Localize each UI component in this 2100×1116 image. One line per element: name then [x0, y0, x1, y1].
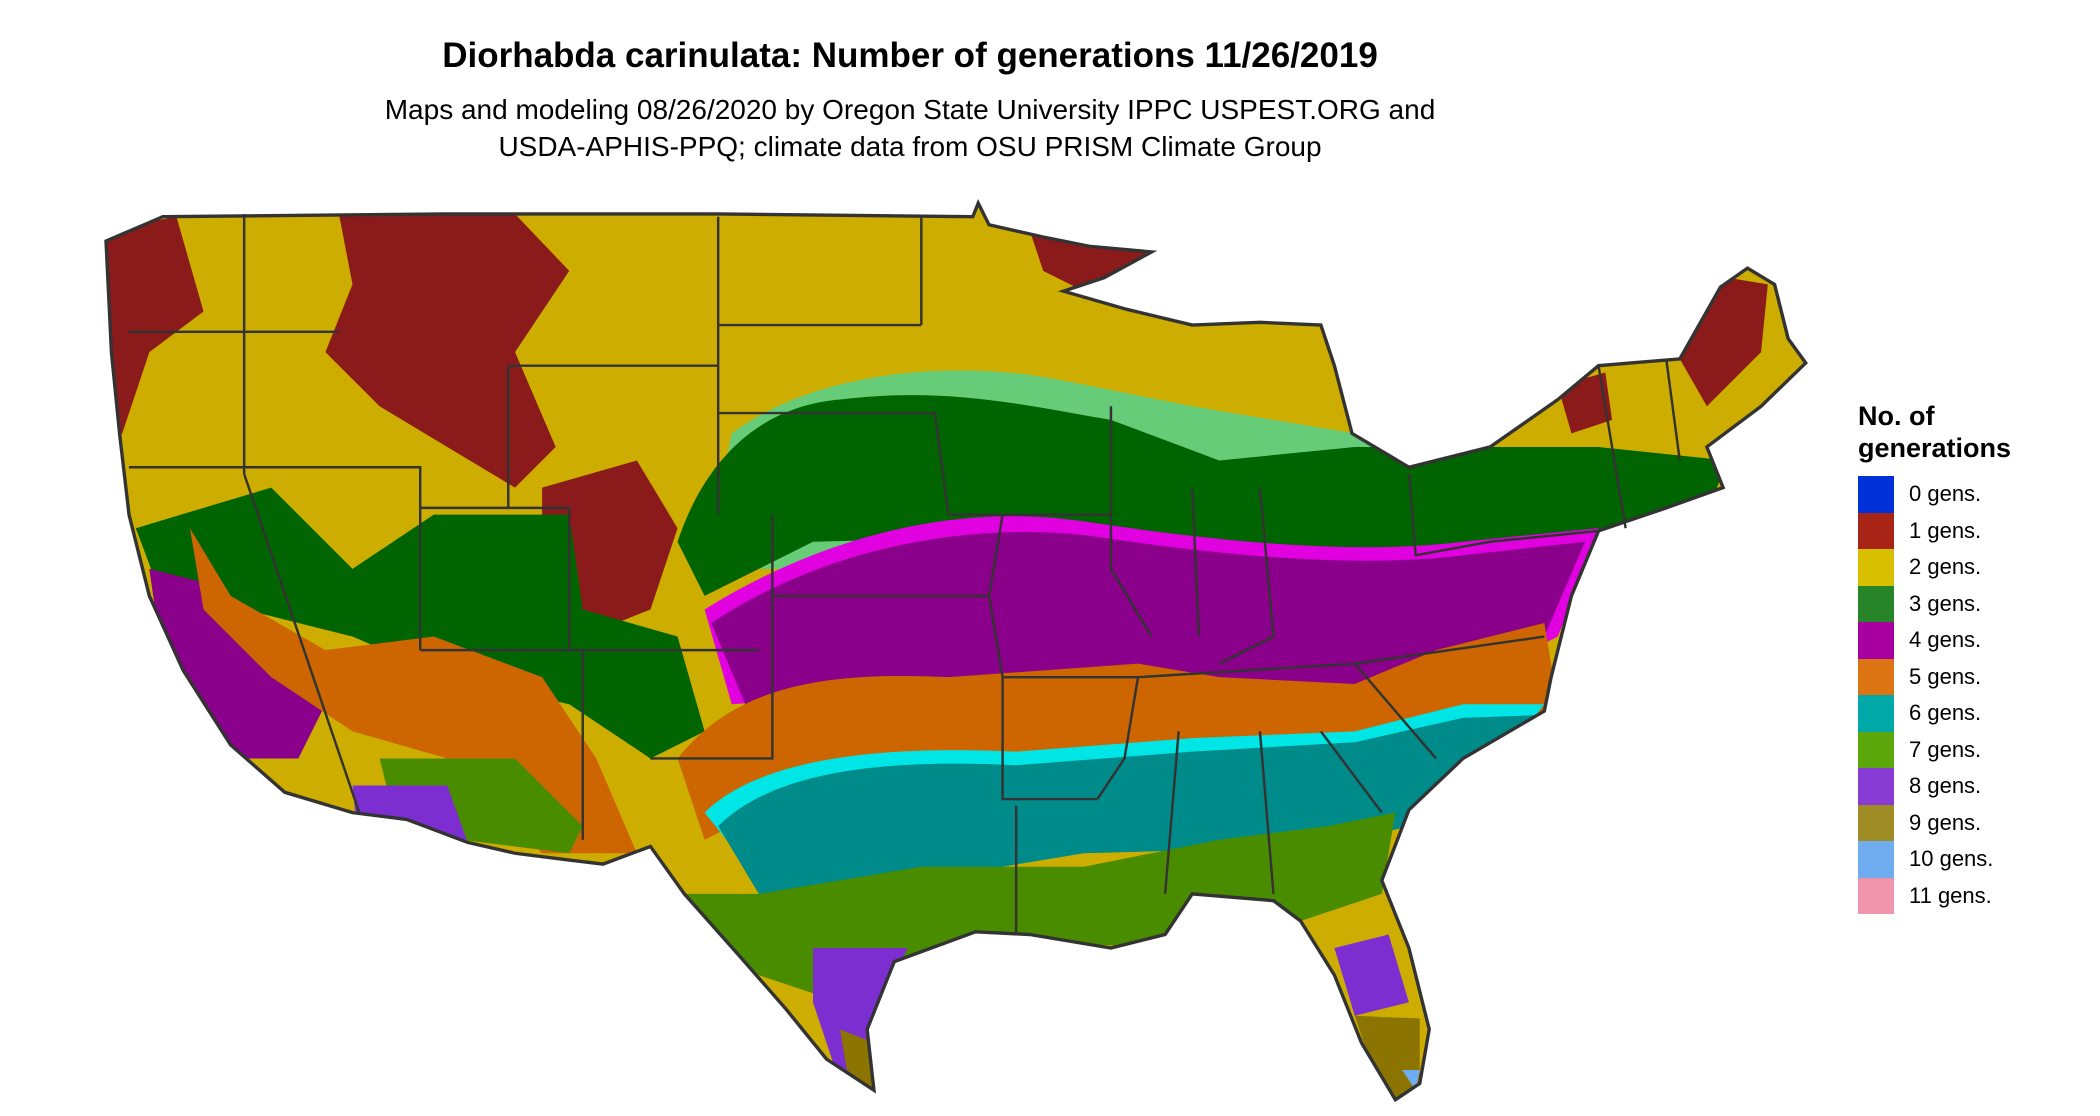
- map-subtitle-line1: Maps and modeling 08/26/2020 by Oregon S…: [384, 94, 1436, 125]
- zone-6-gens: [718, 715, 1538, 894]
- legend-label: 4 gens.: [1909, 627, 1982, 653]
- zone-8-gens-arizona: [352, 785, 468, 843]
- legend-label: 10 gens.: [1909, 846, 1994, 872]
- legend-swatch: [1858, 622, 1894, 659]
- map-title: Diorhabda carinulata: Number of generati…: [442, 36, 1378, 75]
- legend-swatch: [1858, 877, 1894, 914]
- zone-4-gens: [711, 532, 1585, 718]
- legend-label: 6 gens.: [1909, 700, 1982, 726]
- legend-swatch: [1858, 768, 1894, 805]
- legend-swatch: [1858, 804, 1894, 841]
- legend-swatch: [1858, 476, 1894, 513]
- legend-label: 0 gens.: [1909, 481, 1982, 507]
- legend-label: 1 gens.: [1909, 517, 1982, 543]
- legend-item: 0 gens.: [1858, 476, 2011, 513]
- legend-swatch: [1858, 658, 1894, 695]
- legend-item: 10 gens.: [1858, 841, 2011, 878]
- legend-label: 7 gens.: [1909, 736, 1982, 762]
- legend-item: 9 gens.: [1858, 804, 2011, 841]
- legend-item: 2 gens.: [1858, 549, 2011, 586]
- legend: No. of generations 0 gens. 1 gens. 2 gens.…: [1858, 400, 2011, 914]
- legend-label: 11 gens.: [1909, 882, 1992, 908]
- legend-label: 3 gens.: [1909, 590, 1982, 616]
- state-borders: [129, 213, 1681, 935]
- legend-item: 1 gens.: [1858, 512, 2011, 549]
- legend-swatch: [1858, 841, 1894, 878]
- zone-9-gens-florida: [1354, 1015, 1420, 1100]
- map-subtitle-line2: USDA-APHIS-PPQ; climate data from OSU PR…: [498, 131, 1322, 162]
- legend-item: 3 gens.: [1858, 585, 2011, 622]
- legend-item: 5 gens.: [1858, 658, 2011, 695]
- legend-swatch: [1858, 512, 1894, 549]
- legend-swatch: [1858, 585, 1894, 622]
- legend-item: 11 gens.: [1858, 877, 2011, 914]
- legend-label: 2 gens.: [1909, 554, 1982, 580]
- legend-swatch: [1858, 695, 1894, 732]
- zone-1-gens-superior: [1029, 230, 1152, 292]
- legend-item: 7 gens.: [1858, 731, 2011, 768]
- legend-title: No. of generations: [1858, 400, 2011, 464]
- legend-label: 5 gens.: [1909, 663, 1982, 689]
- legend-swatch: [1858, 731, 1894, 768]
- legend-label: 9 gens.: [1909, 809, 1982, 835]
- legend-swatch: [1858, 549, 1894, 586]
- zone-7-gens-arizona: [379, 758, 583, 854]
- legend-title-line1: No. of: [1858, 401, 1935, 431]
- zone-8-gens-florida: [1334, 934, 1409, 1016]
- legend-item: 6 gens.: [1858, 695, 2011, 732]
- zone-9-gens-texas: [840, 1029, 874, 1091]
- legend-items: 0 gens. 1 gens. 2 gens. 3 gens. 4 gens. 5 gen…: [1858, 476, 2011, 914]
- legend-label: 8 gens.: [1909, 773, 1982, 799]
- zone-1-gens-maine: [1679, 277, 1768, 407]
- legend-item: 4 gens.: [1858, 622, 2011, 659]
- zone-5-gens: [677, 623, 1558, 840]
- legend-title-line2: generations: [1858, 433, 2012, 463]
- legend-item: 8 gens.: [1858, 768, 2011, 805]
